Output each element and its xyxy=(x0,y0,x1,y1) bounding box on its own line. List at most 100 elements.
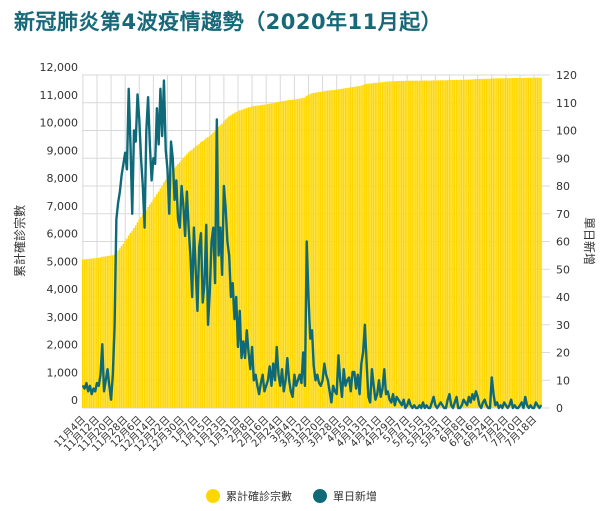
cumulative-bar xyxy=(115,252,117,408)
daily-point xyxy=(341,396,343,398)
cumulative-bar xyxy=(420,80,422,408)
cumulative-bar xyxy=(277,101,280,408)
chart-title: 新冠肺炎第4波疫情趨勢（2020年11月起） xyxy=(14,10,443,34)
cumulative-bar xyxy=(270,103,272,408)
y-tick-right: 50 xyxy=(556,263,570,276)
y-tick-right: 60 xyxy=(556,236,570,249)
daily-point xyxy=(371,368,373,370)
daily-point xyxy=(172,157,174,159)
daily-point xyxy=(188,227,190,229)
cumulative-bar xyxy=(286,100,288,409)
daily-point xyxy=(189,254,191,256)
y-tick-left: 12,000 xyxy=(40,61,79,74)
cumulative-bar xyxy=(138,219,140,408)
cumulative-bar xyxy=(459,79,461,408)
daily-point xyxy=(498,407,500,409)
cumulative-bar xyxy=(348,87,350,408)
daily-point xyxy=(329,390,331,392)
daily-point xyxy=(374,399,377,401)
cumulative-bar xyxy=(272,103,274,408)
cumulative-bar xyxy=(117,250,119,408)
cumulative-bar xyxy=(504,78,507,408)
daily-point xyxy=(540,404,542,406)
daily-point xyxy=(355,387,357,390)
cumulative-bar xyxy=(429,80,431,408)
cumulative-bar xyxy=(385,81,387,409)
cumulative-bar xyxy=(233,113,235,408)
cumulative-bar xyxy=(141,214,144,408)
cumulative-bar xyxy=(367,83,369,408)
daily-point xyxy=(491,376,493,379)
cumulative-bar xyxy=(267,104,269,408)
cumulative-bar xyxy=(473,79,475,408)
daily-point xyxy=(461,404,463,406)
cumulative-bar xyxy=(96,257,98,408)
cumulative-bar xyxy=(408,80,410,408)
daily-point xyxy=(246,329,248,331)
cumulative-bar xyxy=(148,204,151,408)
cumulative-bar xyxy=(263,104,265,409)
cumulative-bar xyxy=(369,83,371,408)
daily-point xyxy=(108,385,110,387)
daily-point xyxy=(85,382,88,384)
cumulative-bar xyxy=(291,99,294,409)
daily-point xyxy=(334,390,336,392)
cumulative-bar xyxy=(170,172,172,408)
cumulative-bar xyxy=(92,258,94,408)
cumulative-bar xyxy=(281,101,283,409)
cumulative-bar xyxy=(522,77,525,408)
daily-point xyxy=(225,207,227,209)
daily-point xyxy=(415,407,417,409)
daily-point xyxy=(406,404,408,406)
cumulative-bar xyxy=(415,80,417,408)
daily-point xyxy=(332,385,334,387)
cumulative-bar xyxy=(445,80,447,409)
cumulative-bar xyxy=(423,80,426,408)
daily-point xyxy=(306,240,308,243)
cumulative-bar xyxy=(371,83,373,408)
cumulative-bar xyxy=(452,80,454,408)
daily-point xyxy=(318,382,320,384)
daily-point xyxy=(156,107,158,109)
daily-point xyxy=(445,407,447,409)
daily-point xyxy=(517,407,519,409)
cumulative-bar xyxy=(363,84,366,408)
y-tick-left: 3,000 xyxy=(47,311,79,324)
cumulative-bar xyxy=(432,80,435,408)
daily-point xyxy=(98,385,100,387)
daily-point xyxy=(383,368,385,370)
cumulative-bar xyxy=(111,255,114,408)
daily-point xyxy=(114,324,116,326)
cumulative-bar xyxy=(337,89,339,408)
daily-point xyxy=(503,401,505,404)
cumulative-bar xyxy=(462,79,465,409)
cumulative-bar xyxy=(536,77,539,409)
cumulative-bar xyxy=(323,91,325,408)
daily-point xyxy=(496,401,498,404)
cumulative-bar xyxy=(245,107,248,409)
cumulative-bar xyxy=(168,175,170,408)
cumulative-bar xyxy=(103,256,105,408)
cumulative-bar xyxy=(173,168,176,408)
daily-point xyxy=(230,296,232,298)
cumulative-bar xyxy=(534,77,537,409)
y-tick-left: 6,000 xyxy=(47,228,79,241)
cumulative-bar xyxy=(258,105,260,408)
daily-point xyxy=(277,374,280,376)
cumulative-bar xyxy=(443,80,445,409)
cumulative-bar xyxy=(499,78,502,408)
daily-point xyxy=(219,227,221,229)
cumulative-bar xyxy=(450,80,452,408)
cumulative-bar xyxy=(295,99,297,408)
cumulative-bar xyxy=(161,185,163,408)
daily-point xyxy=(186,190,188,193)
cumulative-bar xyxy=(326,90,329,408)
cumulative-bar xyxy=(254,105,257,408)
daily-point xyxy=(388,399,391,401)
cumulative-bar xyxy=(356,86,359,408)
daily-point xyxy=(519,404,521,406)
daily-point xyxy=(96,382,98,384)
cumulative-bar xyxy=(351,87,354,408)
cumulative-bar xyxy=(122,243,124,408)
daily-point xyxy=(121,174,123,176)
